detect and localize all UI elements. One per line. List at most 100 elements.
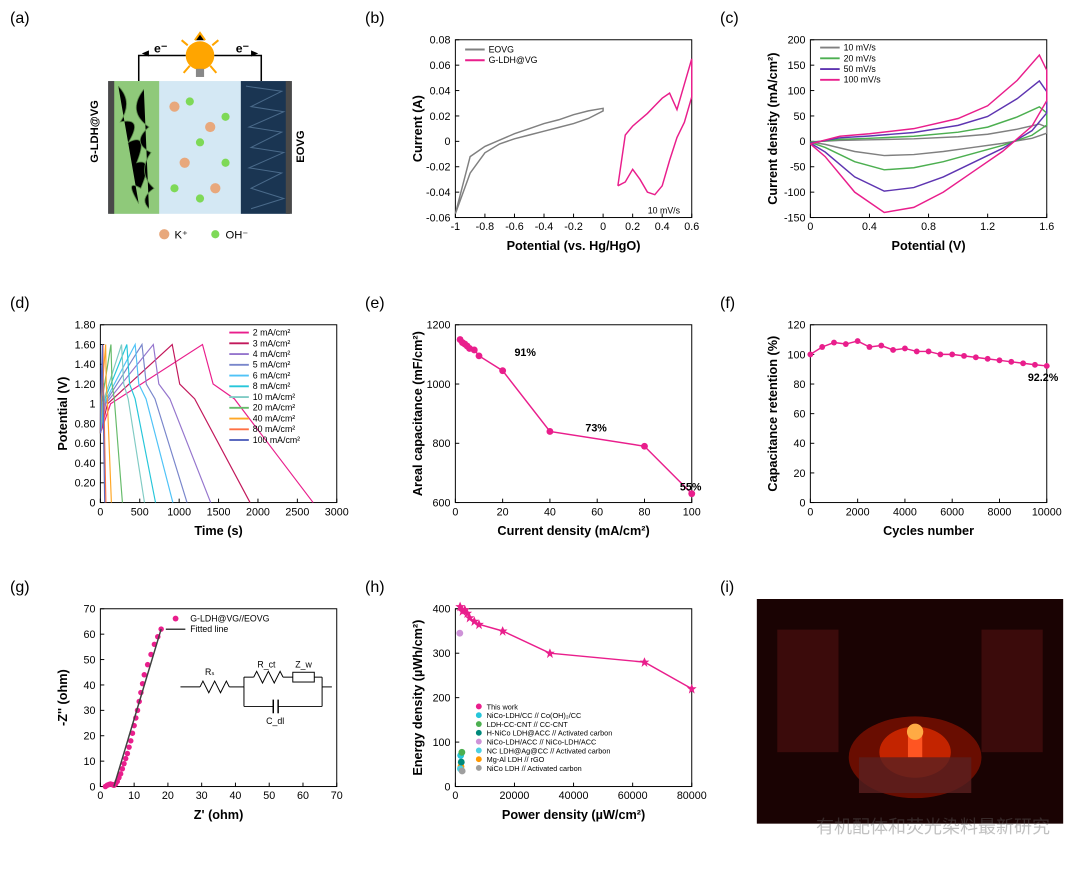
svg-text:800: 800 (433, 438, 451, 450)
panel-h: (h) 0200004000060000800000100200300400Po… (365, 579, 715, 859)
svg-text:0.06: 0.06 (430, 60, 451, 72)
left-mat-label: G-LDH@VG (89, 100, 101, 163)
svg-text:0: 0 (800, 136, 806, 148)
svg-text:0.20: 0.20 (75, 477, 96, 489)
svg-text:1.60: 1.60 (75, 339, 96, 351)
chart-h: 0200004000060000800000100200300400Power … (400, 599, 710, 824)
svg-text:3 mA/cm²: 3 mA/cm² (253, 338, 291, 348)
svg-text:1.6: 1.6 (1039, 221, 1054, 233)
svg-text:NiCo-LDH/CC // Co(OH)₂/CC: NiCo-LDH/CC // Co(OH)₂/CC (487, 711, 582, 720)
svg-text:Time (s): Time (s) (194, 523, 242, 537)
panel-b: (b) -1-0.8-0.6-0.4-0.200.20.40.6-0.06-0.… (365, 10, 715, 290)
svg-text:50: 50 (84, 655, 96, 667)
svg-text:0: 0 (600, 221, 606, 233)
svg-text:0.2: 0.2 (625, 221, 640, 233)
chart-d: 05001000150020002500300000.200.400.600.8… (45, 315, 355, 540)
svg-text:0: 0 (799, 497, 805, 509)
svg-text:20 mV/s: 20 mV/s (844, 53, 877, 63)
svg-text:2000: 2000 (246, 506, 270, 518)
svg-text:LDH-CC-CNT // CC-CNT: LDH-CC-CNT // CC-CNT (487, 720, 569, 729)
svg-text:0.40: 0.40 (75, 458, 96, 470)
svg-text:20: 20 (794, 467, 806, 479)
svg-text:10: 10 (84, 756, 96, 768)
svg-text:60: 60 (297, 791, 309, 803)
svg-text:-50: -50 (790, 162, 806, 174)
svg-text:80000: 80000 (677, 791, 707, 803)
svg-text:Energy density (µWh/cm²): Energy density (µWh/cm²) (411, 620, 425, 776)
svg-text:0.80: 0.80 (75, 418, 96, 430)
svg-text:0: 0 (97, 791, 103, 803)
svg-text:0: 0 (89, 497, 95, 509)
svg-text:0: 0 (807, 506, 813, 518)
svg-text:100: 100 (788, 85, 806, 97)
svg-text:8000: 8000 (988, 506, 1012, 518)
svg-text:3000: 3000 (325, 506, 349, 518)
svg-text:10 mV/s: 10 mV/s (648, 206, 681, 216)
right-mat-label: EOVG (295, 130, 307, 163)
svg-text:400: 400 (433, 604, 451, 616)
right-collector (286, 81, 292, 214)
svg-text:4 mA/cm²: 4 mA/cm² (253, 349, 291, 359)
svg-text:1000: 1000 (427, 379, 451, 391)
svg-text:10 mA/cm²: 10 mA/cm² (253, 392, 296, 402)
svg-text:40: 40 (84, 680, 96, 692)
watermark-text: 有机配体和荧光染料最新研究 (816, 813, 1050, 839)
svg-text:1000: 1000 (167, 506, 191, 518)
svg-text:EOVG: EOVG (489, 44, 515, 54)
svg-text:1.80: 1.80 (75, 319, 96, 331)
svg-text:2 mA/cm²: 2 mA/cm² (253, 327, 291, 337)
panel-label-i: (i) (720, 579, 734, 597)
svg-text:20: 20 (497, 506, 509, 518)
svg-text:0: 0 (445, 136, 451, 148)
k-legend: K⁺ (174, 229, 187, 241)
svg-text:C_dl: C_dl (266, 716, 284, 726)
svg-text:Cycles number: Cycles number (883, 523, 974, 537)
svg-text:-0.02: -0.02 (426, 162, 450, 174)
svg-text:40000: 40000 (559, 791, 589, 803)
right-electrode (241, 81, 290, 214)
svg-text:0: 0 (445, 782, 451, 794)
svg-text:-0.8: -0.8 (476, 221, 495, 233)
svg-text:50 mV/s: 50 mV/s (844, 64, 877, 74)
svg-text:Current density (mA/cm²): Current density (mA/cm²) (497, 523, 649, 537)
svg-text:Rₛ: Rₛ (205, 668, 215, 678)
panel-label-c: (c) (720, 10, 739, 28)
svg-text:0.8: 0.8 (921, 221, 936, 233)
instrument-right (981, 630, 1042, 753)
svg-text:Current (A): Current (A) (411, 95, 425, 162)
wire-right (214, 56, 261, 82)
svg-text:-150: -150 (784, 212, 806, 224)
chart-b: -1-0.8-0.6-0.4-0.200.20.40.6-0.06-0.04-0… (400, 30, 710, 255)
oh-legend: OH⁻ (226, 229, 249, 241)
panel-e: (e) 02040608010060080010001200Current de… (365, 295, 715, 575)
svg-text:Potential (vs. Hg/HgO): Potential (vs. Hg/HgO) (507, 239, 641, 253)
svg-text:NC LDH@Ag@CC // Activated carb: NC LDH@Ag@CC // Activated carbon (487, 747, 611, 756)
left-collector (108, 81, 114, 214)
led-icon (907, 724, 923, 740)
svg-text:NiCo LDH // Activated carbon: NiCo LDH // Activated carbon (487, 764, 582, 773)
svg-text:120: 120 (788, 319, 806, 331)
e-label-r: e⁻ (236, 41, 249, 55)
svg-text:1.2: 1.2 (980, 221, 995, 233)
svg-text:0: 0 (452, 791, 458, 803)
panel-label-e: (e) (365, 295, 385, 313)
svg-text:0.4: 0.4 (862, 221, 877, 233)
svg-text:10 mV/s: 10 mV/s (844, 43, 877, 53)
svg-text:0: 0 (452, 506, 458, 518)
panel-label-b: (b) (365, 10, 385, 28)
svg-text:60: 60 (591, 506, 603, 518)
svg-text:20 mA/cm²: 20 mA/cm² (253, 402, 296, 412)
svg-text:Z_w: Z_w (295, 660, 312, 670)
panel-a: (a) e⁻ e⁻ (10, 10, 360, 290)
svg-text:Potential (V): Potential (V) (892, 239, 966, 253)
svg-text:R_ct: R_ct (257, 660, 276, 670)
svg-text:20000: 20000 (500, 791, 530, 803)
wire-left (139, 56, 186, 82)
panel-label-d: (d) (10, 295, 30, 313)
svg-text:G-LDH@VG//EOVG: G-LDH@VG//EOVG (190, 614, 269, 624)
svg-text:40: 40 (229, 791, 241, 803)
svg-text:40: 40 (544, 506, 556, 518)
bulb-base (196, 69, 204, 77)
svg-text:80: 80 (639, 506, 651, 518)
bulb-icon (186, 41, 215, 70)
